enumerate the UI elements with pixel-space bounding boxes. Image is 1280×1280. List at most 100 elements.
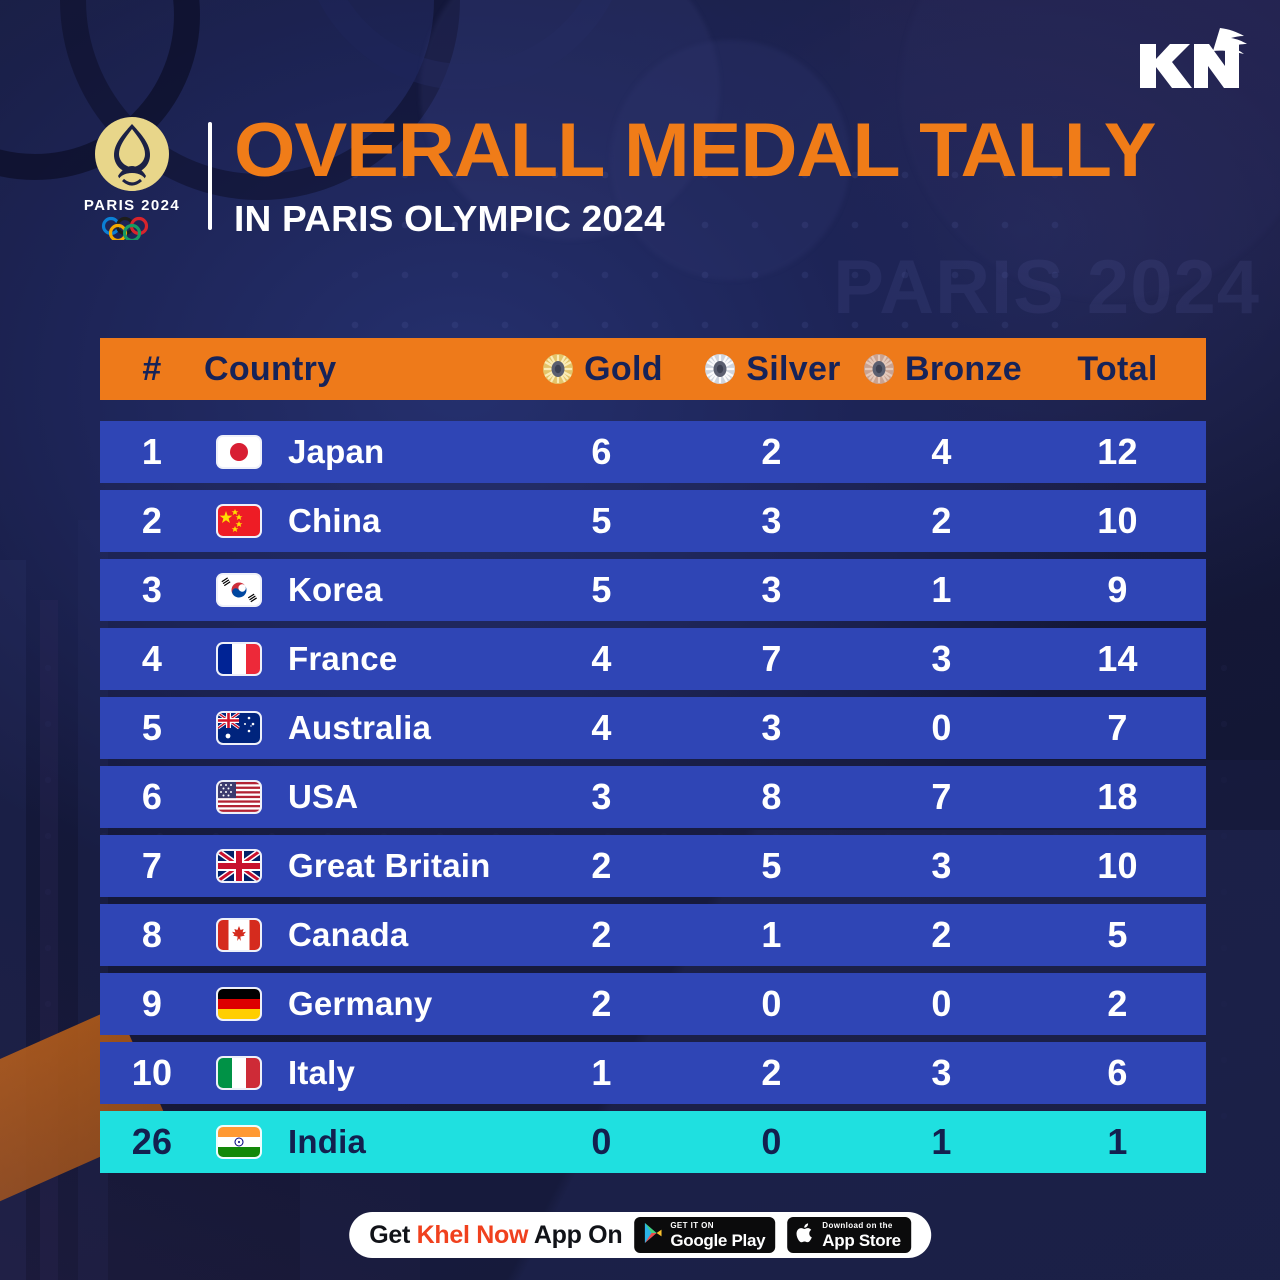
cell-bronze: 0: [931, 707, 952, 748]
page-subtitle: IN PARIS OLYMPIC 2024: [234, 197, 665, 239]
paris-2024-emblem-icon: PARIS 2024: [78, 112, 186, 243]
cell-country: Australia: [288, 709, 432, 746]
flag-cn-icon: [218, 506, 260, 536]
cell-total: 14: [1097, 638, 1138, 679]
cell-silver: 0: [761, 1121, 782, 1162]
cell-total: 1: [1107, 1121, 1128, 1162]
cell-bronze: 3: [931, 638, 952, 679]
cell-flag: [204, 506, 274, 536]
flag-ca-icon: [218, 920, 260, 950]
background-blob-2: [610, 40, 850, 280]
cell-country: Italy: [288, 1054, 356, 1091]
google-play-badge[interactable]: GET IT ON Google Play: [634, 1217, 776, 1253]
column-header-gold-label: Gold: [584, 349, 663, 388]
title-divider: [208, 122, 212, 230]
flag-fr-icon: [218, 644, 260, 674]
column-header-bronze-label: Bronze: [904, 349, 1023, 388]
google-play-icon: [643, 1222, 663, 1249]
cell-gold: 6: [591, 431, 612, 472]
app-download-text-before: Get: [369, 1220, 417, 1249]
cell-total: 6: [1107, 1052, 1128, 1093]
cell-total: 9: [1107, 569, 1128, 610]
cell-flag: [204, 920, 274, 950]
cell-rank: 1: [141, 431, 163, 472]
khel-now-brand: Khel Now: [416, 1220, 529, 1249]
cell-gold: 4: [591, 707, 612, 748]
cell-silver: 2: [761, 431, 782, 472]
cell-silver: 1: [761, 914, 782, 955]
table-row: 10 Italy 1 2 3 6: [100, 1042, 1206, 1104]
cell-bronze: 2: [931, 500, 952, 541]
column-header-silver-label: Silver: [746, 349, 841, 388]
cell-total: 18: [1097, 776, 1138, 817]
cell-silver: 7: [761, 638, 782, 679]
cell-rank: 2: [141, 500, 163, 541]
google-play-label: Google Play: [670, 1230, 766, 1250]
app-download-text-after: App On: [528, 1220, 623, 1249]
flag-in-icon: [218, 1127, 260, 1157]
flag-kr-icon: [218, 575, 260, 605]
cell-rank: 6: [141, 776, 163, 817]
cell-rank: 7: [141, 845, 163, 886]
cell-flag: [204, 851, 274, 881]
app-download-text: Get Khel Now App On: [369, 1221, 622, 1250]
cell-country: USA: [288, 778, 359, 815]
cell-rank: 10: [131, 1052, 173, 1093]
silver-medal-icon: [702, 351, 738, 387]
cell-bronze: 0: [931, 983, 952, 1024]
cell-gold: 2: [591, 983, 612, 1024]
cell-silver: 3: [761, 707, 782, 748]
cell-total: 12: [1097, 431, 1138, 472]
cell-flag: [204, 644, 274, 674]
cell-silver: 2: [761, 1052, 782, 1093]
medal-tally-table: # Country: [100, 338, 1206, 1180]
cell-silver: 0: [761, 983, 782, 1024]
cell-bronze: 2: [931, 914, 952, 955]
table-row: 9 Germany 2 0 0 2: [100, 973, 1206, 1035]
cell-country: Japan: [288, 433, 385, 470]
flag-jp-icon: [218, 437, 260, 467]
cell-country: China: [288, 502, 381, 539]
google-play-small-label: GET IT ON: [670, 1220, 714, 1230]
app-store-badge[interactable]: Download on the App Store: [787, 1217, 911, 1253]
table-row: 3 Korea 5 3 1 9: [100, 559, 1206, 621]
cell-silver: 3: [761, 569, 782, 610]
cell-rank: 4: [141, 638, 163, 679]
flag-gb-icon: [218, 851, 260, 881]
cell-country: France: [288, 640, 398, 677]
apple-icon: [796, 1222, 815, 1249]
table-row: 8 Canada 2 1 2 5: [100, 904, 1206, 966]
flag-us-icon: [218, 782, 260, 812]
cell-bronze: 3: [931, 845, 952, 886]
cell-silver: 3: [761, 500, 782, 541]
app-download-bar: Get Khel Now App On GET IT ON Google Pla…: [349, 1212, 931, 1258]
column-header-country: Country: [204, 349, 337, 388]
flag-de-icon: [218, 989, 260, 1019]
column-header-rank: #: [142, 349, 162, 388]
cell-gold: 2: [591, 845, 612, 886]
cell-bronze: 1: [931, 569, 952, 610]
table-row: 26 India 0 0 1 1: [100, 1111, 1206, 1173]
paris-2024-watermark: PARIS 2024: [833, 245, 1260, 330]
column-header-total: Total: [1077, 349, 1158, 388]
cell-gold: 4: [591, 638, 612, 679]
bronze-medal-icon: [861, 351, 897, 387]
cell-country: Korea: [288, 571, 383, 608]
table-row: 5 Australia 4 3 0 7: [100, 697, 1206, 759]
cell-gold: 5: [591, 569, 612, 610]
cell-total: 7: [1107, 707, 1128, 748]
table-row: 2 China 5 3 2 10: [100, 490, 1206, 552]
cell-rank: 3: [141, 569, 163, 610]
cell-gold: 3: [591, 776, 612, 817]
cell-bronze: 4: [931, 431, 952, 472]
cell-flag: [204, 1058, 274, 1088]
cell-bronze: 1: [931, 1121, 952, 1162]
cell-total: 10: [1097, 845, 1138, 886]
cell-flag: [204, 989, 274, 1019]
cell-gold: 5: [591, 500, 612, 541]
cell-total: 10: [1097, 500, 1138, 541]
cell-rank: 9: [141, 983, 163, 1024]
table-body: 1 Japan 6 2 4 12 2 China 5 3 2 10 3 Korea 5 3 1 9 4 France 4…: [100, 421, 1206, 1173]
cell-country: Germany: [288, 985, 433, 1022]
cell-flag: [204, 437, 274, 467]
